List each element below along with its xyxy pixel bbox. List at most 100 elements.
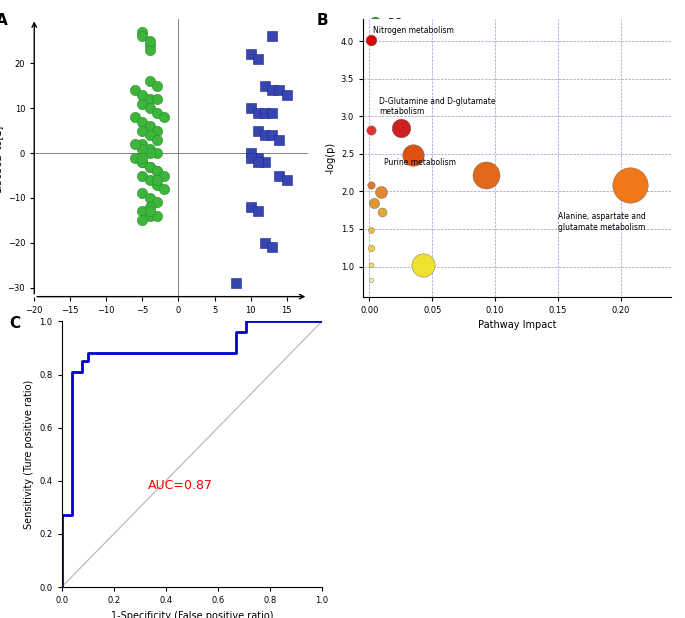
Point bbox=[252, 157, 263, 167]
Point bbox=[245, 49, 256, 59]
Point bbox=[137, 99, 148, 109]
Point bbox=[137, 216, 148, 226]
Point bbox=[481, 170, 492, 180]
Point bbox=[369, 198, 380, 208]
Point bbox=[151, 211, 162, 221]
Point bbox=[137, 188, 148, 198]
Point bbox=[231, 278, 242, 288]
Point bbox=[151, 148, 162, 158]
Text: Alanine, aspartate and
glutamate metabolism: Alanine, aspartate and glutamate metabol… bbox=[558, 213, 646, 232]
Point bbox=[375, 187, 386, 197]
Point bbox=[151, 166, 162, 176]
Point bbox=[252, 125, 263, 135]
Point bbox=[245, 103, 256, 113]
Point bbox=[158, 171, 169, 180]
Point bbox=[144, 193, 155, 203]
Point bbox=[151, 108, 162, 117]
Point bbox=[144, 77, 155, 87]
Point bbox=[260, 238, 271, 248]
Point bbox=[144, 130, 155, 140]
X-axis label: 1-Specificity (False positive ratio): 1-Specificity (False positive ratio) bbox=[110, 611, 273, 618]
Point bbox=[144, 162, 155, 172]
Point bbox=[144, 148, 155, 158]
Point bbox=[151, 180, 162, 190]
Point bbox=[144, 162, 155, 172]
Point bbox=[365, 180, 376, 190]
Point bbox=[137, 206, 148, 216]
Point bbox=[365, 125, 376, 135]
Text: D-Glutamine and D-glutamate
metabolism: D-Glutamine and D-glutamate metabolism bbox=[379, 97, 496, 116]
Point bbox=[274, 85, 285, 95]
Point bbox=[137, 27, 148, 37]
Point bbox=[151, 175, 162, 185]
Point bbox=[252, 153, 263, 163]
Point bbox=[245, 148, 256, 158]
Text: Nitrogen metabolism: Nitrogen metabolism bbox=[373, 26, 454, 35]
Point bbox=[266, 108, 277, 117]
Text: A: A bbox=[0, 13, 8, 28]
Point bbox=[137, 157, 148, 167]
Point bbox=[137, 125, 148, 135]
Point bbox=[252, 108, 263, 117]
Text: AUC=0.87: AUC=0.87 bbox=[147, 479, 212, 492]
Point bbox=[158, 112, 169, 122]
Point bbox=[144, 211, 155, 221]
Point bbox=[408, 150, 419, 160]
Legend: BC, RCC: BC, RCC bbox=[365, 18, 408, 43]
Point bbox=[129, 85, 140, 95]
Point bbox=[144, 41, 155, 51]
Point bbox=[151, 125, 162, 135]
Point bbox=[129, 139, 140, 149]
Point bbox=[266, 130, 277, 140]
Point bbox=[365, 225, 376, 235]
Text: Purine metabolism: Purine metabolism bbox=[384, 158, 456, 167]
Point bbox=[151, 166, 162, 176]
Point bbox=[137, 171, 148, 180]
X-axis label: 1.00761*t[1]: 1.00761*t[1] bbox=[140, 320, 203, 330]
Point bbox=[151, 81, 162, 91]
Point bbox=[260, 130, 271, 140]
Point bbox=[260, 108, 271, 117]
Point bbox=[252, 206, 263, 216]
Point bbox=[418, 260, 429, 270]
Point bbox=[365, 243, 376, 253]
Text: C: C bbox=[10, 316, 21, 331]
Point bbox=[144, 45, 155, 55]
Y-axis label: -log(p): -log(p) bbox=[325, 142, 335, 174]
Point bbox=[129, 112, 140, 122]
Point bbox=[144, 36, 155, 46]
Point bbox=[137, 157, 148, 167]
Text: B: B bbox=[316, 13, 328, 28]
Point bbox=[144, 121, 155, 131]
Point bbox=[144, 175, 155, 185]
Point bbox=[137, 32, 148, 41]
Point bbox=[260, 157, 271, 167]
Point bbox=[151, 198, 162, 208]
Point bbox=[137, 143, 148, 153]
Y-axis label: 1.30382*to[1]: 1.30382*to[1] bbox=[0, 124, 2, 192]
Point bbox=[137, 117, 148, 127]
Point bbox=[266, 32, 277, 41]
Point bbox=[144, 103, 155, 113]
Point bbox=[137, 139, 148, 149]
Point bbox=[144, 143, 155, 153]
Point bbox=[266, 85, 277, 95]
Point bbox=[245, 153, 256, 163]
Point bbox=[158, 184, 169, 194]
Point bbox=[274, 171, 285, 180]
Point bbox=[144, 202, 155, 212]
Point bbox=[281, 175, 292, 185]
Point bbox=[281, 90, 292, 99]
Point bbox=[624, 180, 635, 190]
Point bbox=[137, 153, 148, 163]
X-axis label: Pathway Impact: Pathway Impact bbox=[478, 320, 556, 330]
Point bbox=[252, 54, 263, 64]
Point bbox=[365, 35, 376, 44]
Point bbox=[144, 206, 155, 216]
Point bbox=[365, 275, 376, 285]
Point bbox=[395, 122, 406, 132]
Point bbox=[274, 135, 285, 145]
Point bbox=[144, 95, 155, 104]
Point bbox=[129, 153, 140, 163]
Point bbox=[151, 135, 162, 145]
